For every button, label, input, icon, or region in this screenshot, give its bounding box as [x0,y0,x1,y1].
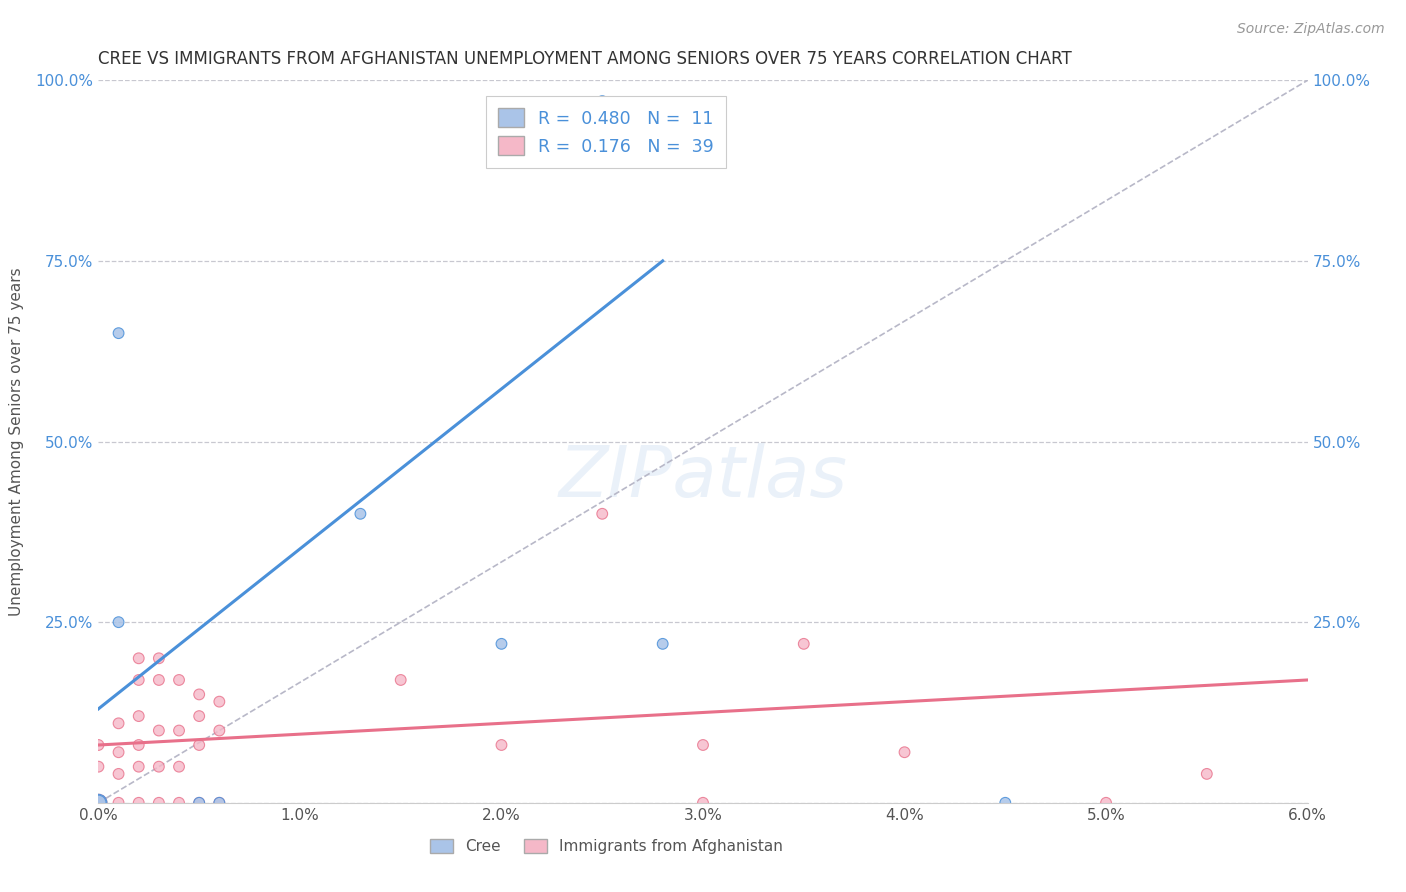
Point [188,687,211,701]
Point [87,796,110,810]
Text: Source: ZipAtlas.com: Source: ZipAtlas.com [1237,22,1385,37]
Point [107,745,129,759]
Text: CREE VS IMMIGRANTS FROM AFGHANISTAN UNEMPLOYMENT AMONG SENIORS OVER 75 YEARS COR: CREE VS IMMIGRANTS FROM AFGHANISTAN UNEM… [98,50,1073,68]
Point [128,651,150,665]
Point [692,738,714,752]
Point [148,673,170,687]
Point [148,796,170,810]
Point [389,673,412,687]
Point [87,796,110,810]
Point [349,507,371,521]
Point [128,796,150,810]
Point [148,723,170,738]
Point [167,760,190,774]
Point [87,760,110,774]
Text: ZIPatlas: ZIPatlas [558,443,848,512]
Point [128,673,150,687]
Point [148,760,170,774]
Point [107,796,129,810]
Point [87,738,110,752]
Point [208,723,231,738]
Point [893,745,915,759]
Point [208,695,231,709]
Point [107,615,129,630]
Point [188,709,211,723]
Point [188,796,211,810]
Point [167,796,190,810]
Point [128,709,150,723]
Point [87,796,110,810]
Point [651,637,673,651]
Point [167,723,190,738]
Point [491,738,513,752]
Point [107,767,129,781]
Y-axis label: Unemployment Among Seniors over 75 years: Unemployment Among Seniors over 75 years [10,268,24,615]
Point [692,796,714,810]
Point [148,651,170,665]
Point [128,760,150,774]
Point [491,637,513,651]
Point [994,796,1017,810]
Point [591,507,613,521]
Point [1095,796,1118,810]
Point [793,637,815,651]
Point [167,673,190,687]
Point [1195,767,1218,781]
Point [208,796,231,810]
Point [591,95,613,109]
Point [107,716,129,731]
Point [188,738,211,752]
Point [208,796,231,810]
Legend: Cree, Immigrants from Afghanistan: Cree, Immigrants from Afghanistan [423,833,789,860]
Point [87,796,110,810]
Point [128,738,150,752]
Point [107,326,129,340]
Point [188,796,211,810]
